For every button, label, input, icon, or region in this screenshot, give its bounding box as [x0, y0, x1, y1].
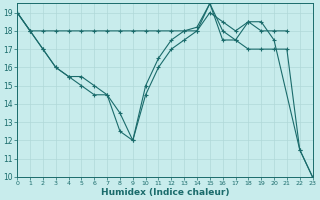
X-axis label: Humidex (Indice chaleur): Humidex (Indice chaleur) — [101, 188, 229, 197]
